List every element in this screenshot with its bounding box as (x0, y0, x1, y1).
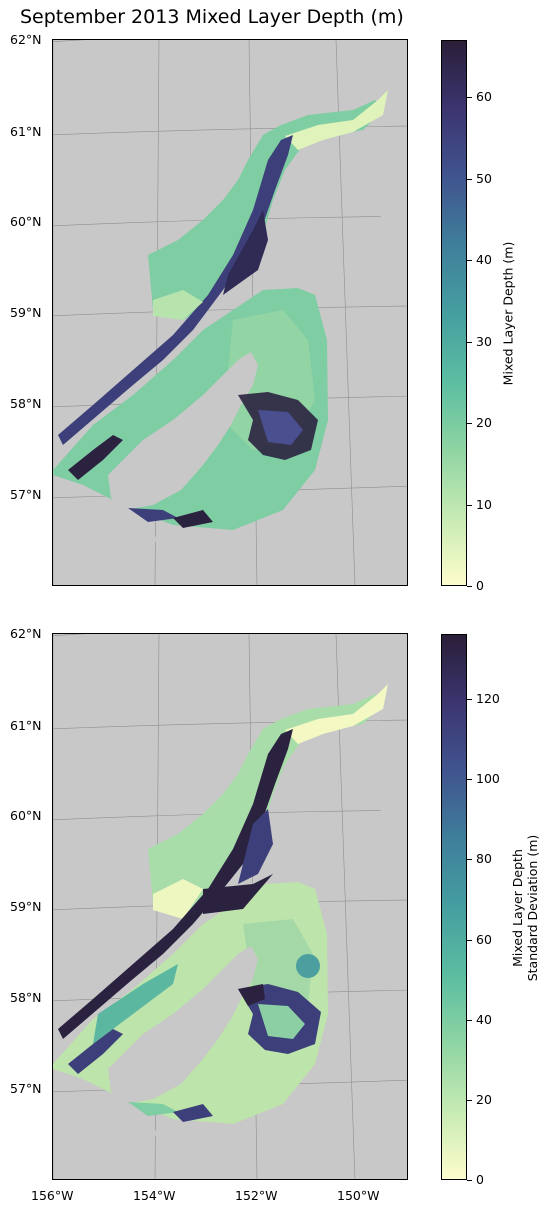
map-panel-mld (52, 39, 408, 586)
colorbar-label-std: Mixed Layer Depth Standard Deviation (m) (510, 828, 540, 988)
map-std (53, 634, 407, 1179)
lat-label-59-bottom: 59°N (10, 899, 42, 914)
map-panel-std (52, 633, 408, 1180)
colorbar-label-std-line1: Mixed Layer Depth (510, 849, 525, 967)
lat-label-62-bottom: 62°N (10, 626, 42, 641)
colorbar-tick (467, 97, 472, 98)
colorbar-tick-label: 40 (476, 252, 492, 267)
colorbar-tick (467, 1020, 472, 1021)
map-mld (53, 40, 407, 585)
colorbar-tick-label: 30 (476, 334, 492, 349)
colorbar-tick-label: 0 (476, 578, 484, 593)
kodiak-island (108, 352, 258, 510)
lat-label-57-top: 57°N (10, 487, 42, 502)
lat-label-57-bottom: 57°N (10, 1081, 42, 1096)
lat-label-60-bottom: 60°N (10, 808, 42, 823)
colorbar-std (441, 634, 467, 1180)
colorbar-tick-label: 60 (476, 932, 492, 947)
colorbar-label-mld: Mixed Layer Depth (m) (500, 241, 516, 386)
colorbar-tick (467, 1100, 472, 1101)
colorbar-tick-label: 0 (476, 1172, 484, 1187)
lat-label-59-top: 59°N (10, 305, 42, 320)
colorbar-tick-label: 80 (476, 851, 492, 866)
colorbar-tick-label: 10 (476, 497, 492, 512)
colorbar-tick-label: 40 (476, 1012, 492, 1027)
colorbar-tick (467, 505, 472, 506)
colorbar-tick (467, 423, 472, 424)
lat-label-62-top: 62°N (10, 32, 42, 47)
colorbar-tick-label: 50 (476, 171, 492, 186)
colorbar-tick (467, 859, 472, 860)
figure-title: September 2013 Mixed Layer Depth (m) (20, 6, 404, 28)
colorbar-tick (467, 699, 472, 700)
lat-label-58-top: 58°N (10, 396, 42, 411)
colorbar-tick-label: 20 (476, 1092, 492, 1107)
lon-label-156: 156°W (31, 1188, 74, 1203)
colorbar-tick (467, 179, 472, 180)
lat-label-58-bottom: 58°N (10, 990, 42, 1005)
kodiak-island (108, 946, 258, 1104)
colorbar-tick-label: 100 (476, 771, 500, 786)
colorbar-tick-label: 60 (476, 89, 492, 104)
lon-label-152: 152°W (235, 1188, 278, 1203)
lat-label-60-top: 60°N (10, 214, 42, 229)
lat-label-61-top: 61°N (10, 124, 42, 139)
colorbar-tick (467, 342, 472, 343)
colorbar-tick-label: 20 (476, 415, 492, 430)
colorbar-tick (467, 1180, 472, 1181)
lat-label-61-bottom: 61°N (10, 718, 42, 733)
lon-label-154: 154°W (133, 1188, 176, 1203)
colorbar-tick (467, 779, 472, 780)
colorbar-tick (467, 586, 472, 587)
colorbar-mld (441, 40, 467, 586)
colorbar-tick-label: 120 (476, 691, 500, 706)
colorbar-label-std-line2: Standard Deviation (m) (525, 834, 540, 982)
colorbar-tick (467, 260, 472, 261)
lon-label-150: 150°W (337, 1188, 380, 1203)
colorbar-tick (467, 940, 472, 941)
